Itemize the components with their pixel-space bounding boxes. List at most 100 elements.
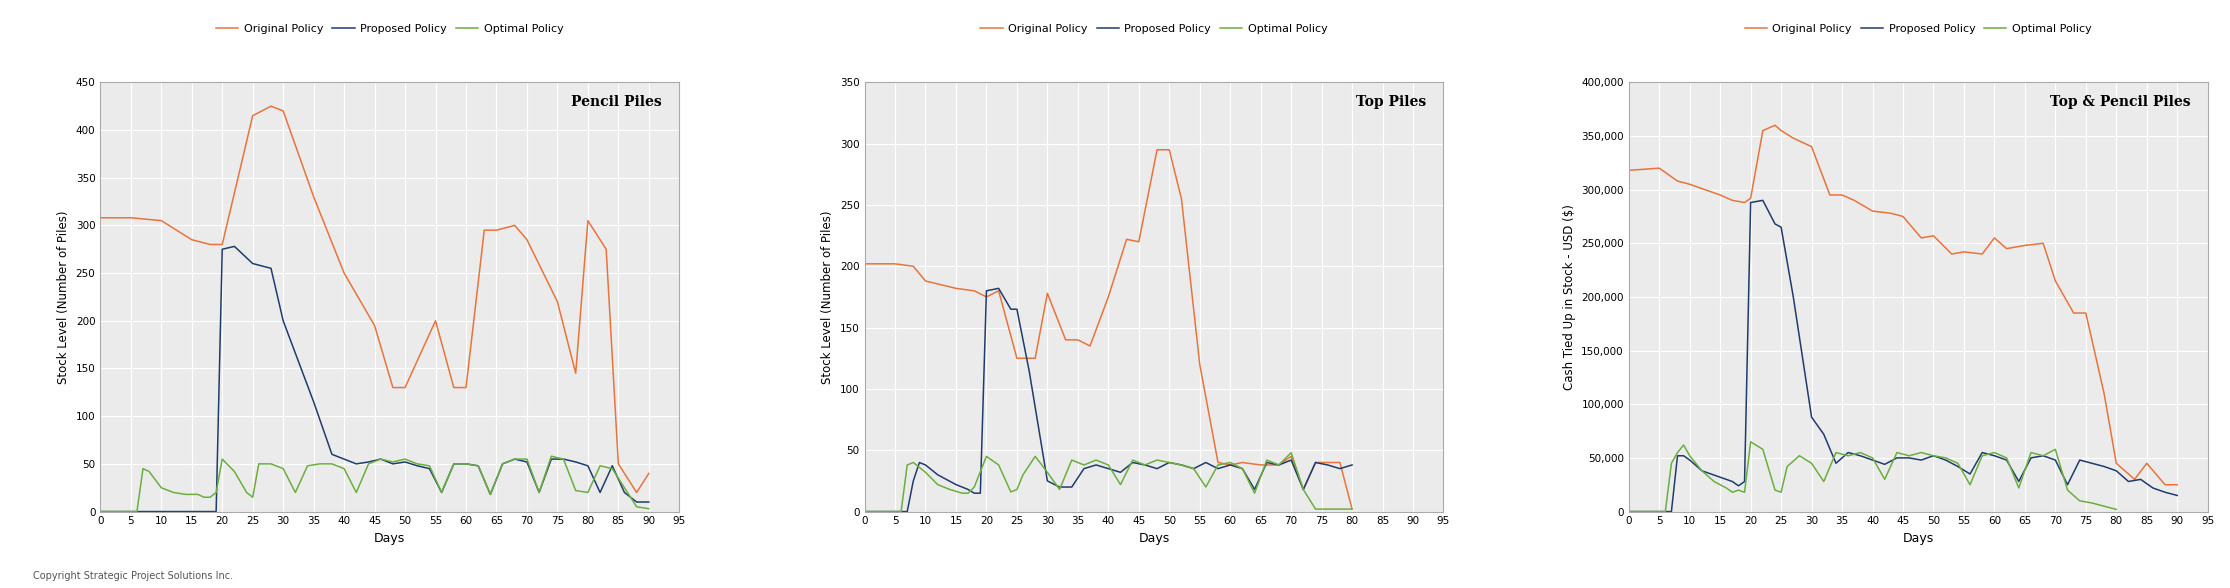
Original Policy <box>1646 165 1672 172</box>
Original Policy <box>453 384 479 391</box>
Optimal Policy <box>954 490 981 497</box>
Proposed Policy <box>551 456 578 463</box>
Optimal Policy <box>1980 449 2007 456</box>
Proposed Policy <box>2114 478 2141 485</box>
Proposed Policy <box>1059 483 1086 490</box>
Proposed Policy <box>954 486 981 493</box>
Proposed Policy <box>1289 486 1316 493</box>
Optimal Policy <box>1751 446 1777 453</box>
Original Policy <box>1155 146 1182 153</box>
Proposed Policy <box>301 398 328 405</box>
Original Policy <box>147 217 174 224</box>
Original Policy <box>604 460 631 467</box>
Proposed Policy <box>379 460 406 467</box>
Proposed Policy <box>1956 470 1982 477</box>
Proposed Policy <box>1980 452 2007 459</box>
Optimal Policy <box>355 460 381 467</box>
Original Policy <box>471 226 497 233</box>
Original Policy <box>1169 195 1195 202</box>
Proposed Policy <box>1871 461 1898 468</box>
Original Policy <box>1860 208 1887 215</box>
Optimal Policy <box>1169 462 1195 469</box>
Original Policy <box>2163 481 2190 488</box>
Optimal Policy <box>294 462 321 469</box>
Proposed Policy <box>562 459 589 466</box>
Proposed Policy <box>1106 469 1133 476</box>
Proposed Policy <box>259 265 285 272</box>
Optimal Policy <box>937 486 963 493</box>
Original Policy <box>1327 459 1354 466</box>
X-axis label: Days: Days <box>1137 532 1171 545</box>
Text: Pencil Piles: Pencil Piles <box>571 95 662 109</box>
Optimal Policy <box>1084 456 1111 463</box>
Proposed Policy <box>2163 492 2190 499</box>
Optimal Policy <box>190 494 216 501</box>
Legend: Original Policy, Proposed Policy, Optimal Policy: Original Policy, Proposed Policy, Optima… <box>1739 19 2096 38</box>
Proposed Policy <box>2067 456 2094 463</box>
Optimal Policy <box>234 489 261 496</box>
Proposed Policy <box>210 246 236 253</box>
Proposed Policy <box>417 465 444 472</box>
Optimal Policy <box>972 453 999 460</box>
Optimal Policy <box>1289 486 1316 493</box>
Optimal Policy <box>1327 506 1354 513</box>
Original Policy <box>239 112 265 119</box>
Optimal Policy <box>1860 455 1887 462</box>
Proposed Policy <box>972 288 999 295</box>
Original Policy <box>1278 453 1305 460</box>
Proposed Policy <box>1920 452 1947 459</box>
Optimal Policy <box>586 462 613 469</box>
X-axis label: Days: Days <box>1902 532 1933 545</box>
Proposed Policy <box>2127 476 2154 483</box>
Optimal Policy <box>1253 456 1280 463</box>
Original Policy <box>1768 127 1795 134</box>
Optimal Policy <box>912 469 939 476</box>
Original Policy <box>1186 361 1213 368</box>
Proposed Policy <box>1327 465 1354 472</box>
Original Policy <box>1615 167 1641 174</box>
Optimal Policy <box>1155 459 1182 466</box>
Optimal Policy <box>513 456 540 463</box>
Optimal Policy <box>1131 462 1157 469</box>
Original Policy <box>1204 459 1231 466</box>
Optimal Policy <box>2029 452 2056 459</box>
Line: Optimal Policy: Optimal Policy <box>100 456 649 512</box>
Optimal Policy <box>1278 449 1305 456</box>
Optimal Policy <box>562 487 589 494</box>
Optimal Policy <box>488 460 515 467</box>
Original Policy <box>544 298 571 305</box>
Optimal Policy <box>185 491 212 498</box>
Optimal Policy <box>196 494 223 501</box>
Optimal Policy <box>1730 489 1757 496</box>
Optimal Policy <box>1229 465 1255 472</box>
Original Policy <box>1797 143 1824 151</box>
Optimal Policy <box>1969 452 1996 459</box>
Line: Optimal Policy: Optimal Policy <box>865 453 1351 512</box>
Proposed Policy <box>1688 467 1715 475</box>
Proposed Policy <box>1169 462 1195 469</box>
Original Policy <box>1780 135 1806 142</box>
Original Policy <box>1938 250 1965 258</box>
Optimal Policy <box>1059 456 1086 463</box>
Legend: Original Policy, Proposed Policy, Optimal Policy: Original Policy, Proposed Policy, Optima… <box>977 19 1331 38</box>
Optimal Policy <box>259 460 285 467</box>
Proposed Policy <box>1909 456 1936 463</box>
Optimal Policy <box>923 481 950 488</box>
Original Policy <box>1909 235 1936 242</box>
Y-axis label: Cash Tied Up in Stock - USD ($): Cash Tied Up in Stock - USD ($) <box>1563 204 1577 390</box>
Proposed Policy <box>636 499 662 506</box>
Proposed Policy <box>1768 223 1795 230</box>
Proposed Policy <box>87 508 114 515</box>
Original Policy <box>622 489 649 496</box>
Original Policy <box>330 269 357 276</box>
Proposed Policy <box>1204 465 1231 472</box>
Optimal Policy <box>368 456 395 463</box>
Original Policy <box>986 288 1012 295</box>
Proposed Policy <box>428 489 455 496</box>
Proposed Policy <box>526 489 553 496</box>
Original Policy <box>2092 390 2118 397</box>
Original Policy <box>852 260 879 268</box>
Original Policy <box>1980 235 2007 242</box>
Original Policy <box>1737 195 1764 202</box>
Proposed Policy <box>1144 465 1171 472</box>
